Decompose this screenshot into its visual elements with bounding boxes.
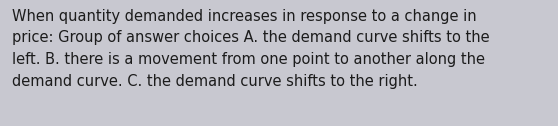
Text: When quantity demanded increases in response to a change in
price: Group of answ: When quantity demanded increases in resp… — [12, 9, 490, 89]
